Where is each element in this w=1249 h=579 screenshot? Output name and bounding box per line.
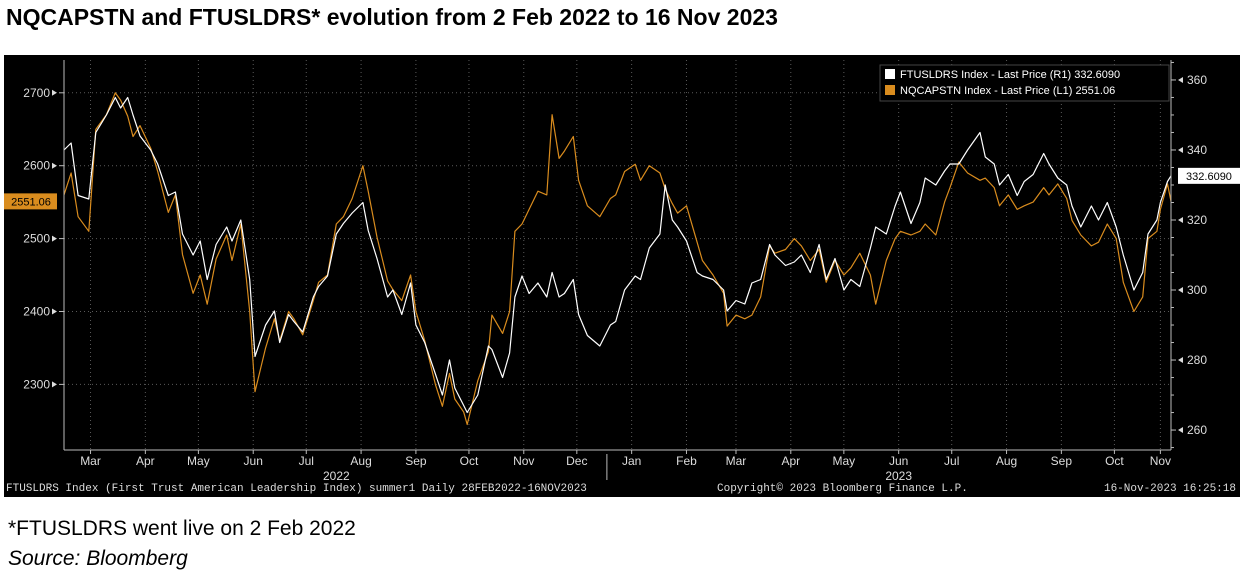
left-tick-label: 2600 bbox=[23, 159, 50, 173]
legend-entry: NQCAPSTN Index - Last Price (L1) 2551.06 bbox=[900, 85, 1115, 97]
x-tick-label: Apr bbox=[136, 454, 155, 468]
x-tick-label: Apr bbox=[781, 454, 800, 468]
right-tick-label: 300 bbox=[1187, 283, 1207, 297]
chart-panel: 2300 2400 2500 2600 2700 260 280 300 320 340 360 Ma… bbox=[4, 55, 1240, 497]
source-note: Source: Bloomberg bbox=[8, 547, 188, 570]
x-tick-label: Dec bbox=[566, 454, 587, 468]
axes: 2300 2400 2500 2600 2700 260 280 300 320 340 360 Ma… bbox=[4, 60, 1240, 483]
right-tick-arrow bbox=[1178, 76, 1183, 83]
x-tick-label: Aug bbox=[996, 454, 1017, 468]
ftusldrs-line bbox=[63, 96, 1172, 414]
left-tick-arrow bbox=[52, 381, 57, 388]
legend: FTUSLDRS Index - Last Price (R1) 332.609… bbox=[879, 64, 1170, 102]
x-tick-label: Mar bbox=[726, 454, 747, 468]
x-tick-label: Oct bbox=[1105, 454, 1124, 468]
footer-center: Copyright© 2023 Bloomberg Finance L.P. bbox=[717, 483, 968, 495]
footnote: *FTUSLDRS went live on 2 Feb 2022 bbox=[8, 517, 356, 540]
footer-left: FTUSLDRS Index (First Trust American Lea… bbox=[6, 483, 587, 495]
right-tick-label: 320 bbox=[1187, 213, 1207, 227]
footer-right: 16-Nov-2023 16:25:18 bbox=[1104, 483, 1236, 495]
legend-entry: FTUSLDRS Index - Last Price (R1) 332.609… bbox=[900, 69, 1120, 81]
left-tick-arrow bbox=[52, 308, 57, 315]
ftusldrs-last-value: 332.6090 bbox=[1186, 171, 1232, 183]
x-tick-label: Jan bbox=[622, 454, 641, 468]
x-tick-label: Jun bbox=[244, 454, 263, 468]
left-tick-label: 2700 bbox=[23, 86, 50, 100]
ftusldrs-last-badge bbox=[1178, 167, 1240, 184]
left-tick-arrow bbox=[52, 162, 57, 169]
right-tick-arrow bbox=[1178, 287, 1183, 294]
year-label: 2023 bbox=[885, 469, 912, 483]
x-tick-label: May bbox=[833, 454, 856, 468]
legend-swatch bbox=[885, 85, 895, 95]
x-tick-label: Mar bbox=[80, 454, 101, 468]
x-tick-label: Nov bbox=[513, 454, 534, 468]
left-tick-arrow bbox=[52, 235, 57, 242]
left-tick-arrow bbox=[52, 89, 57, 96]
left-tick-label: 2500 bbox=[23, 232, 50, 246]
x-tick-label: Feb bbox=[676, 454, 697, 468]
x-tick-label: Jul bbox=[944, 454, 959, 468]
nqcapstn-last-value: 2551.06 bbox=[11, 196, 51, 208]
x-tick-label: Aug bbox=[350, 454, 371, 468]
left-tick-label: 2400 bbox=[23, 304, 50, 318]
right-tick-label: 260 bbox=[1187, 423, 1207, 437]
x-tick-label: Sep bbox=[1051, 454, 1073, 468]
chart: 2300 2400 2500 2600 2700 260 280 300 320 340 360 Ma… bbox=[4, 60, 1240, 495]
right-tick-label: 340 bbox=[1187, 143, 1207, 157]
x-tick-label: Oct bbox=[460, 454, 479, 468]
year-label: 2022 bbox=[323, 469, 350, 483]
x-tick-label: May bbox=[187, 454, 210, 468]
right-tick-arrow bbox=[1178, 427, 1183, 434]
right-tick-arrow bbox=[1178, 357, 1183, 364]
right-tick-label: 280 bbox=[1187, 353, 1207, 367]
legend-swatch bbox=[885, 69, 895, 79]
grid bbox=[64, 60, 1171, 450]
right-tick-arrow bbox=[1178, 146, 1183, 153]
nqcapstn-last-badge bbox=[4, 193, 57, 210]
x-tick-label: Nov bbox=[1150, 454, 1171, 468]
x-tick-label: Jun bbox=[889, 454, 908, 468]
right-tick-label: 360 bbox=[1187, 73, 1207, 87]
nqcapstn-line bbox=[63, 92, 1172, 426]
right-tick-arrow bbox=[1178, 216, 1183, 223]
page-title: NQCAPSTN and FTUSLDRS* evolution from 2 … bbox=[6, 4, 778, 30]
x-tick-label: Sep bbox=[405, 454, 427, 468]
series-layer bbox=[63, 92, 1172, 426]
left-tick-label: 2300 bbox=[23, 377, 50, 391]
x-tick-label: Jul bbox=[299, 454, 314, 468]
legend-box bbox=[879, 64, 1170, 102]
